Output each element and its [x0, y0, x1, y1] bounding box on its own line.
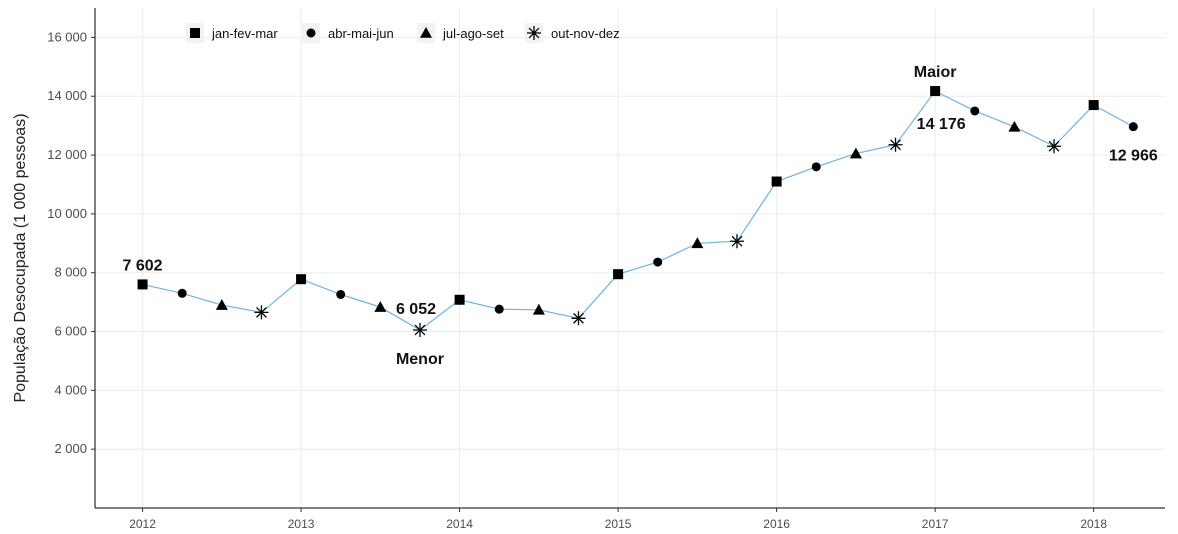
- legend-marker-asterisk: [527, 26, 541, 40]
- data-point-triangle: [374, 301, 387, 312]
- data-point-square: [613, 269, 624, 280]
- data-point-square: [454, 294, 465, 305]
- x-tick-label: 2014: [446, 517, 473, 531]
- x-tick-label: 2012: [129, 517, 156, 531]
- y-axis-title: População Desocupada (1 000 pessoas): [12, 113, 29, 402]
- x-tick-label: 2017: [922, 517, 949, 531]
- annotation-label: 14 176: [917, 116, 966, 133]
- legend-marker-square: [190, 28, 200, 38]
- data-point-asterisk: [412, 323, 427, 337]
- data-point-square: [296, 274, 307, 285]
- data-point-asterisk: [1047, 139, 1062, 154]
- data-point-circle: [177, 288, 187, 298]
- x-tick-label: 2013: [288, 517, 315, 531]
- x-tick-label: 2016: [763, 517, 790, 531]
- data-point-triangle: [691, 237, 704, 249]
- legend-label: out-nov-dez: [551, 26, 620, 41]
- data-point-square: [930, 86, 941, 97]
- data-point-square: [771, 176, 782, 187]
- data-point-circle: [1128, 122, 1138, 132]
- data-point-triangle: [532, 303, 545, 315]
- y-tick-label: 8 000: [54, 265, 87, 280]
- data-point-circle: [970, 106, 980, 116]
- y-tick-label: 14 000: [47, 88, 87, 103]
- legend-label: abr-mai-jun: [328, 26, 394, 41]
- legend-marker-circle: [306, 28, 316, 38]
- y-tick-label: 2 000: [54, 441, 87, 456]
- annotation-label: 12 966: [1109, 148, 1158, 165]
- data-point-triangle: [215, 299, 228, 310]
- data-point-circle: [494, 304, 504, 314]
- data-point-circle: [653, 257, 663, 267]
- legend-label: jul-ago-set: [442, 26, 504, 41]
- legend-marker-triangle: [420, 27, 432, 38]
- legend-label: jan-fev-mar: [211, 26, 278, 41]
- data-point-triangle: [1008, 120, 1021, 132]
- annotation-label: 6 052: [396, 301, 436, 318]
- y-tick-label: 6 000: [54, 324, 87, 339]
- x-tick-label: 2015: [605, 517, 632, 531]
- y-tick-label: 4 000: [54, 382, 87, 397]
- data-point-circle: [811, 162, 821, 172]
- x-tick-label: 2018: [1080, 517, 1107, 531]
- y-tick-label: 16 000: [47, 29, 87, 44]
- data-point-asterisk: [254, 305, 269, 320]
- data-point-square: [137, 279, 148, 290]
- data-point-asterisk: [571, 311, 586, 326]
- data-point-square: [1088, 100, 1099, 111]
- data-point-asterisk: [888, 137, 903, 152]
- y-tick-label: 10 000: [47, 206, 87, 221]
- annotation-label: Maior: [914, 64, 957, 81]
- y-tick-label: 12 000: [47, 147, 87, 162]
- annotation-label: 7 602: [123, 257, 163, 274]
- annotation-label: Menor: [396, 351, 444, 368]
- series-line: [142, 90, 1134, 331]
- data-point-triangle: [849, 147, 862, 159]
- data-point-asterisk: [730, 234, 744, 249]
- data-point-circle: [336, 289, 346, 299]
